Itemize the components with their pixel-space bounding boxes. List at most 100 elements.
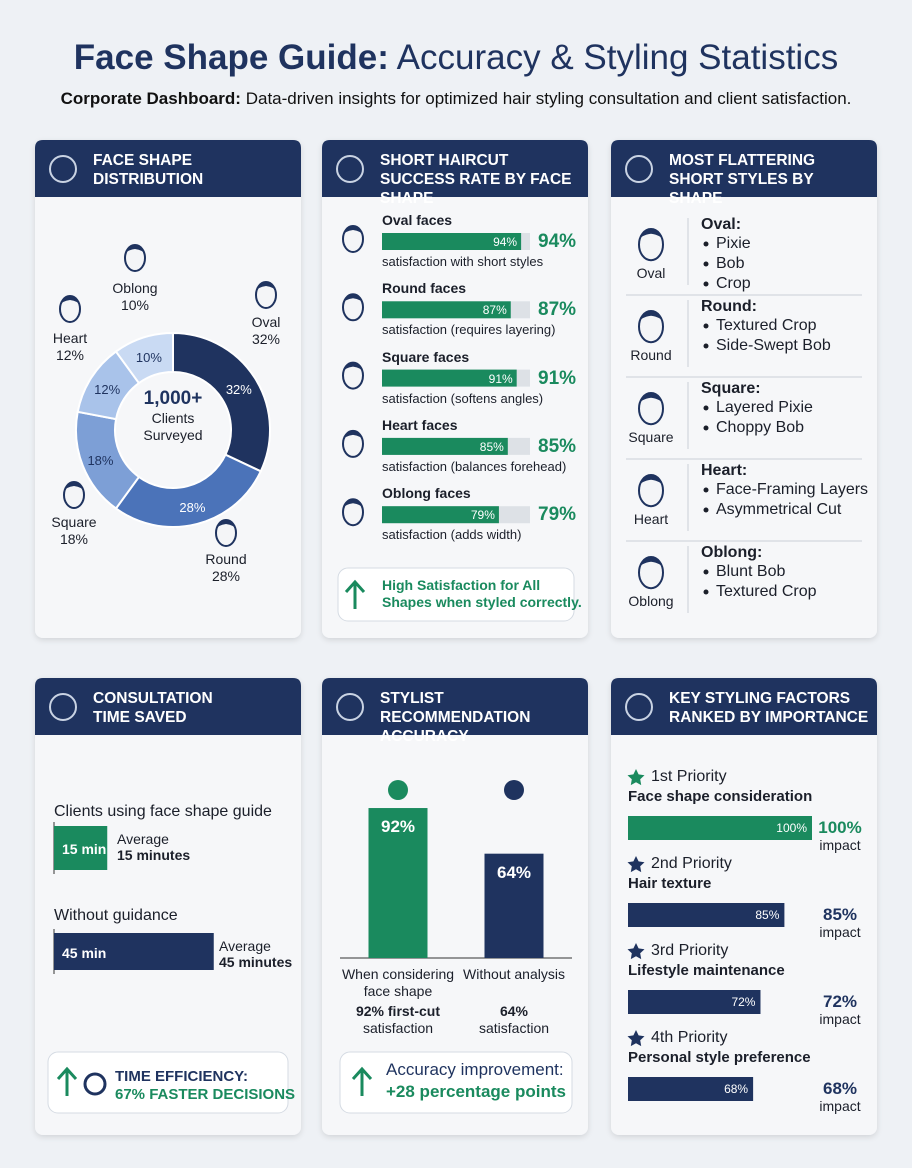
header-icon: [49, 155, 77, 183]
style-item: Side-Swept Bob: [716, 337, 831, 354]
style-item: Textured Crop: [716, 583, 817, 600]
hair-icon: [342, 294, 364, 305]
bar: [54, 933, 214, 970]
header-icon: [625, 155, 653, 183]
bar-inner-label: 87%: [482, 303, 507, 318]
bar-sublabel: satisfaction: [478, 1020, 550, 1036]
factor-name: Hair texture: [628, 875, 712, 892]
bullet: [703, 487, 709, 493]
bar: [54, 826, 108, 870]
note-text: Shapes when styled correctly.: [382, 594, 582, 610]
title-bold: Face Shape Guide:: [73, 38, 389, 77]
header-icon: [625, 693, 653, 721]
hair-icon: [63, 482, 85, 492]
note-text: High Satisfaction for All: [382, 577, 541, 593]
bar-category: Square faces: [382, 348, 470, 365]
bar-inner-label: 64%: [496, 862, 532, 882]
star-icon: [627, 856, 645, 873]
bar-inner-label: 79%: [470, 508, 495, 523]
bar-description: satisfaction (balances forehead): [382, 458, 567, 474]
priority-label: 4th Priority: [651, 1029, 728, 1046]
bullet: [703, 589, 709, 595]
bar-inner-label: 45 min: [62, 944, 107, 961]
shape-heading: Heart:: [701, 462, 748, 479]
bar: [484, 853, 544, 958]
panel-header: [322, 140, 588, 197]
impact-caption: impact: [819, 837, 861, 853]
bar: [382, 437, 508, 455]
factor-name: Face shape consideration: [628, 788, 813, 805]
note-box: [337, 567, 575, 622]
bar-value: 79%: [538, 504, 577, 526]
hair-icon: [342, 226, 364, 236]
title-rest: Accuracy & Styling Statistics: [396, 38, 839, 77]
bullet: [703, 281, 709, 287]
style-item: Asymmetrical Cut: [716, 501, 842, 518]
bar-category: Without analysis: [463, 966, 565, 982]
slice-label: 18%: [87, 452, 114, 468]
hair-icon: [342, 499, 364, 510]
bullet: [703, 323, 709, 329]
hair-icon: [637, 393, 665, 405]
average-value: 45 minutes: [219, 954, 293, 970]
arrow-icon: [344, 579, 366, 609]
bullet: [703, 405, 709, 411]
bar-value: 91%: [538, 367, 577, 389]
average-value: 15 minutes: [117, 847, 191, 863]
panel: [35, 678, 301, 1135]
average-label: Average: [219, 938, 271, 954]
bar: [628, 816, 812, 840]
slice-value: 28%: [211, 568, 241, 584]
shape-heading: Oval:: [701, 216, 742, 233]
note-text: 67% FASTER DECISIONS: [115, 1086, 296, 1103]
note-text: +28 percentage points: [386, 1082, 566, 1101]
bar-sublabel: 92% first-cut: [355, 1003, 441, 1019]
donut-slice: [172, 331, 271, 473]
bar-category: Round faces: [382, 280, 467, 297]
bar: [628, 1077, 754, 1101]
note-box: [339, 1051, 573, 1114]
time-category: Without guidance: [54, 907, 178, 924]
bar-inner-label: 85%: [755, 908, 780, 922]
hair-icon: [59, 296, 81, 306]
panel-title: KEY STYLING FACTORS RANKED BY IMPORTANCE: [669, 689, 869, 726]
style-item: Blunt Bob: [716, 563, 786, 580]
bar-sublabel: 64%: [499, 1003, 529, 1019]
bar: [382, 369, 517, 387]
factor-name: Lifestyle maintenance: [628, 962, 785, 979]
bar-value: 87%: [538, 299, 577, 321]
shape-label: Heart: [633, 511, 669, 527]
average-label: Average: [117, 831, 169, 847]
bar-category: When considering face shape: [341, 966, 455, 999]
style-item: Textured Crop: [716, 317, 817, 334]
slice-value: 12%: [55, 347, 85, 363]
panel-title: STYLIST RECOMMENDATION ACCURACY: [380, 689, 531, 745]
note-text: TIME EFFICIENCY:: [115, 1068, 249, 1085]
star-icon: [627, 769, 645, 786]
panel-title: CONSULTATION TIME SAVED: [93, 689, 213, 726]
panel-header: [611, 678, 877, 735]
priority-label: 1st Priority: [651, 768, 727, 785]
hair-icon: [637, 311, 665, 323]
subtitle-bold: Corporate Dashboard:: [60, 89, 241, 108]
shape-heading: Square:: [701, 380, 761, 397]
priority-label: 2nd Priority: [651, 855, 732, 872]
slice-category: Round: [205, 551, 247, 567]
bar-value: 100%: [818, 818, 862, 837]
arrow-icon: [351, 1066, 373, 1096]
page-title: Face Shape Guide: Accuracy & Styling Sta…: [0, 38, 912, 78]
hair-icon: [342, 430, 364, 441]
slice-label: 28%: [179, 499, 206, 515]
bar-sublabel: satisfaction: [362, 1020, 434, 1036]
bullet: [703, 507, 709, 513]
bar-inner-label: 68%: [724, 1082, 749, 1096]
slice-value: 18%: [59, 531, 89, 547]
hair-icon: [124, 245, 146, 255]
subtitle-rest: Data-driven insights for optimized hair …: [245, 89, 852, 108]
slice-category: Heart: [52, 330, 88, 346]
center-value: 1,000+: [143, 388, 203, 409]
bar-description: satisfaction with short styles: [382, 254, 544, 269]
hair-icon: [215, 520, 237, 530]
